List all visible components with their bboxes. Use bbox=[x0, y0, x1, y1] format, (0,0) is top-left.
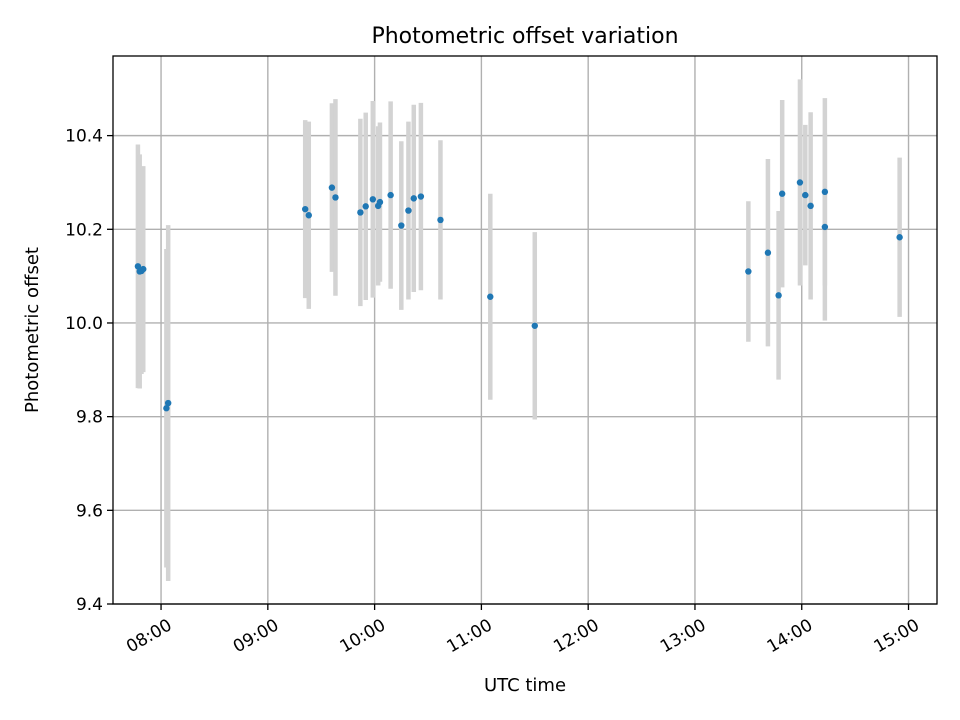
y-tick-label: 10.4 bbox=[65, 127, 103, 147]
data-point bbox=[357, 209, 364, 216]
data-point bbox=[437, 216, 444, 224]
error-bars bbox=[135, 79, 902, 582]
data-point bbox=[410, 195, 417, 202]
data-point bbox=[821, 188, 829, 196]
data-point bbox=[369, 196, 377, 203]
data-point bbox=[362, 203, 369, 210]
x-tick-label: 15:00 bbox=[871, 615, 923, 657]
data-point bbox=[398, 222, 405, 229]
data-point bbox=[807, 202, 814, 210]
x-tick-label: 14:00 bbox=[764, 615, 816, 657]
chart-title: Photometric offset variation bbox=[371, 24, 678, 49]
x-axis-label: UTC time bbox=[484, 675, 566, 696]
data-point bbox=[778, 190, 786, 197]
plot-frame bbox=[112, 55, 938, 605]
data-point bbox=[487, 293, 494, 300]
data-point bbox=[896, 234, 903, 241]
x-tick-label: 10:00 bbox=[337, 615, 389, 657]
data-point bbox=[387, 191, 394, 199]
data-point bbox=[417, 193, 425, 200]
x-tick-label: 12:00 bbox=[550, 615, 602, 657]
y-tick-label: 9.6 bbox=[76, 501, 103, 521]
data-point bbox=[140, 265, 147, 273]
y-axis-label: Photometric offset bbox=[22, 247, 43, 413]
data-point bbox=[332, 194, 339, 201]
x-tick-label: 09:00 bbox=[230, 615, 282, 657]
data-point bbox=[775, 292, 782, 299]
grid bbox=[113, 56, 937, 605]
data-point bbox=[376, 198, 384, 206]
x-tick-label: 11:00 bbox=[443, 615, 495, 657]
data-point bbox=[821, 223, 829, 231]
data-point bbox=[796, 179, 804, 186]
y-tick-label: 9.8 bbox=[76, 408, 103, 428]
data-point bbox=[405, 207, 412, 214]
data-point bbox=[531, 322, 538, 329]
data-point bbox=[764, 249, 772, 256]
data-point bbox=[305, 212, 312, 219]
data-point bbox=[134, 263, 142, 270]
data-point bbox=[328, 184, 336, 191]
data-point bbox=[802, 191, 809, 199]
data-points bbox=[134, 179, 903, 412]
data-point bbox=[745, 268, 752, 275]
x-tick-label: 13:00 bbox=[657, 615, 709, 657]
y-tick-label: 10.0 bbox=[65, 314, 103, 334]
data-point bbox=[163, 405, 170, 412]
ticks: 08:00 09:00 10:00 11:00 12:00 13:00 14:00 15:00… bbox=[65, 127, 923, 658]
data-point bbox=[302, 205, 309, 213]
y-tick-label: 10.2 bbox=[65, 220, 103, 240]
x-tick-label: 08:00 bbox=[123, 615, 175, 657]
data-point bbox=[164, 399, 172, 407]
y-tick-label: 9.4 bbox=[76, 595, 103, 615]
